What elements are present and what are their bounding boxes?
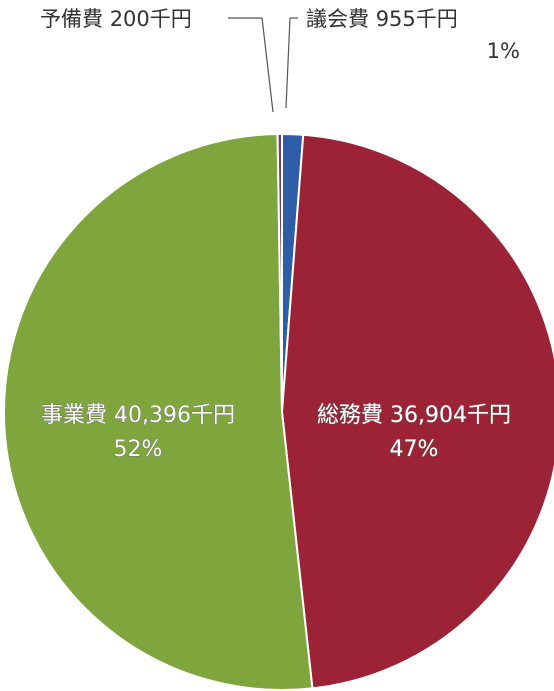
pie-slices bbox=[3, 132, 554, 691]
slice-label-gikai-value: 議会費 955千円 bbox=[306, 7, 458, 31]
slice-jigyou bbox=[3, 133, 314, 691]
slice-label-jigyou-value: 事業費 40,396千円 bbox=[41, 403, 235, 428]
leader-line-yobi-down bbox=[261, 17, 274, 113]
slice-label-jigyou-percent: 52% bbox=[114, 437, 163, 462]
slice-label-jigyou: 事業費 40,396千円 52% bbox=[41, 403, 236, 463]
slice-label-soumu: 総務費 36,904千円 47% bbox=[317, 403, 512, 463]
slice-soumu bbox=[280, 133, 554, 690]
slice-label-soumu-percent: 47% bbox=[390, 437, 439, 462]
leader-line-gikai-down bbox=[285, 17, 291, 109]
slice-label-soumu-value: 総務費 36,904千円 bbox=[317, 403, 511, 428]
slice-yobi bbox=[276, 132, 283, 413]
slice-label-yobi-value: 予備費 200千円 bbox=[40, 7, 192, 31]
slice-label-gikai-percent: 1% bbox=[487, 39, 520, 63]
